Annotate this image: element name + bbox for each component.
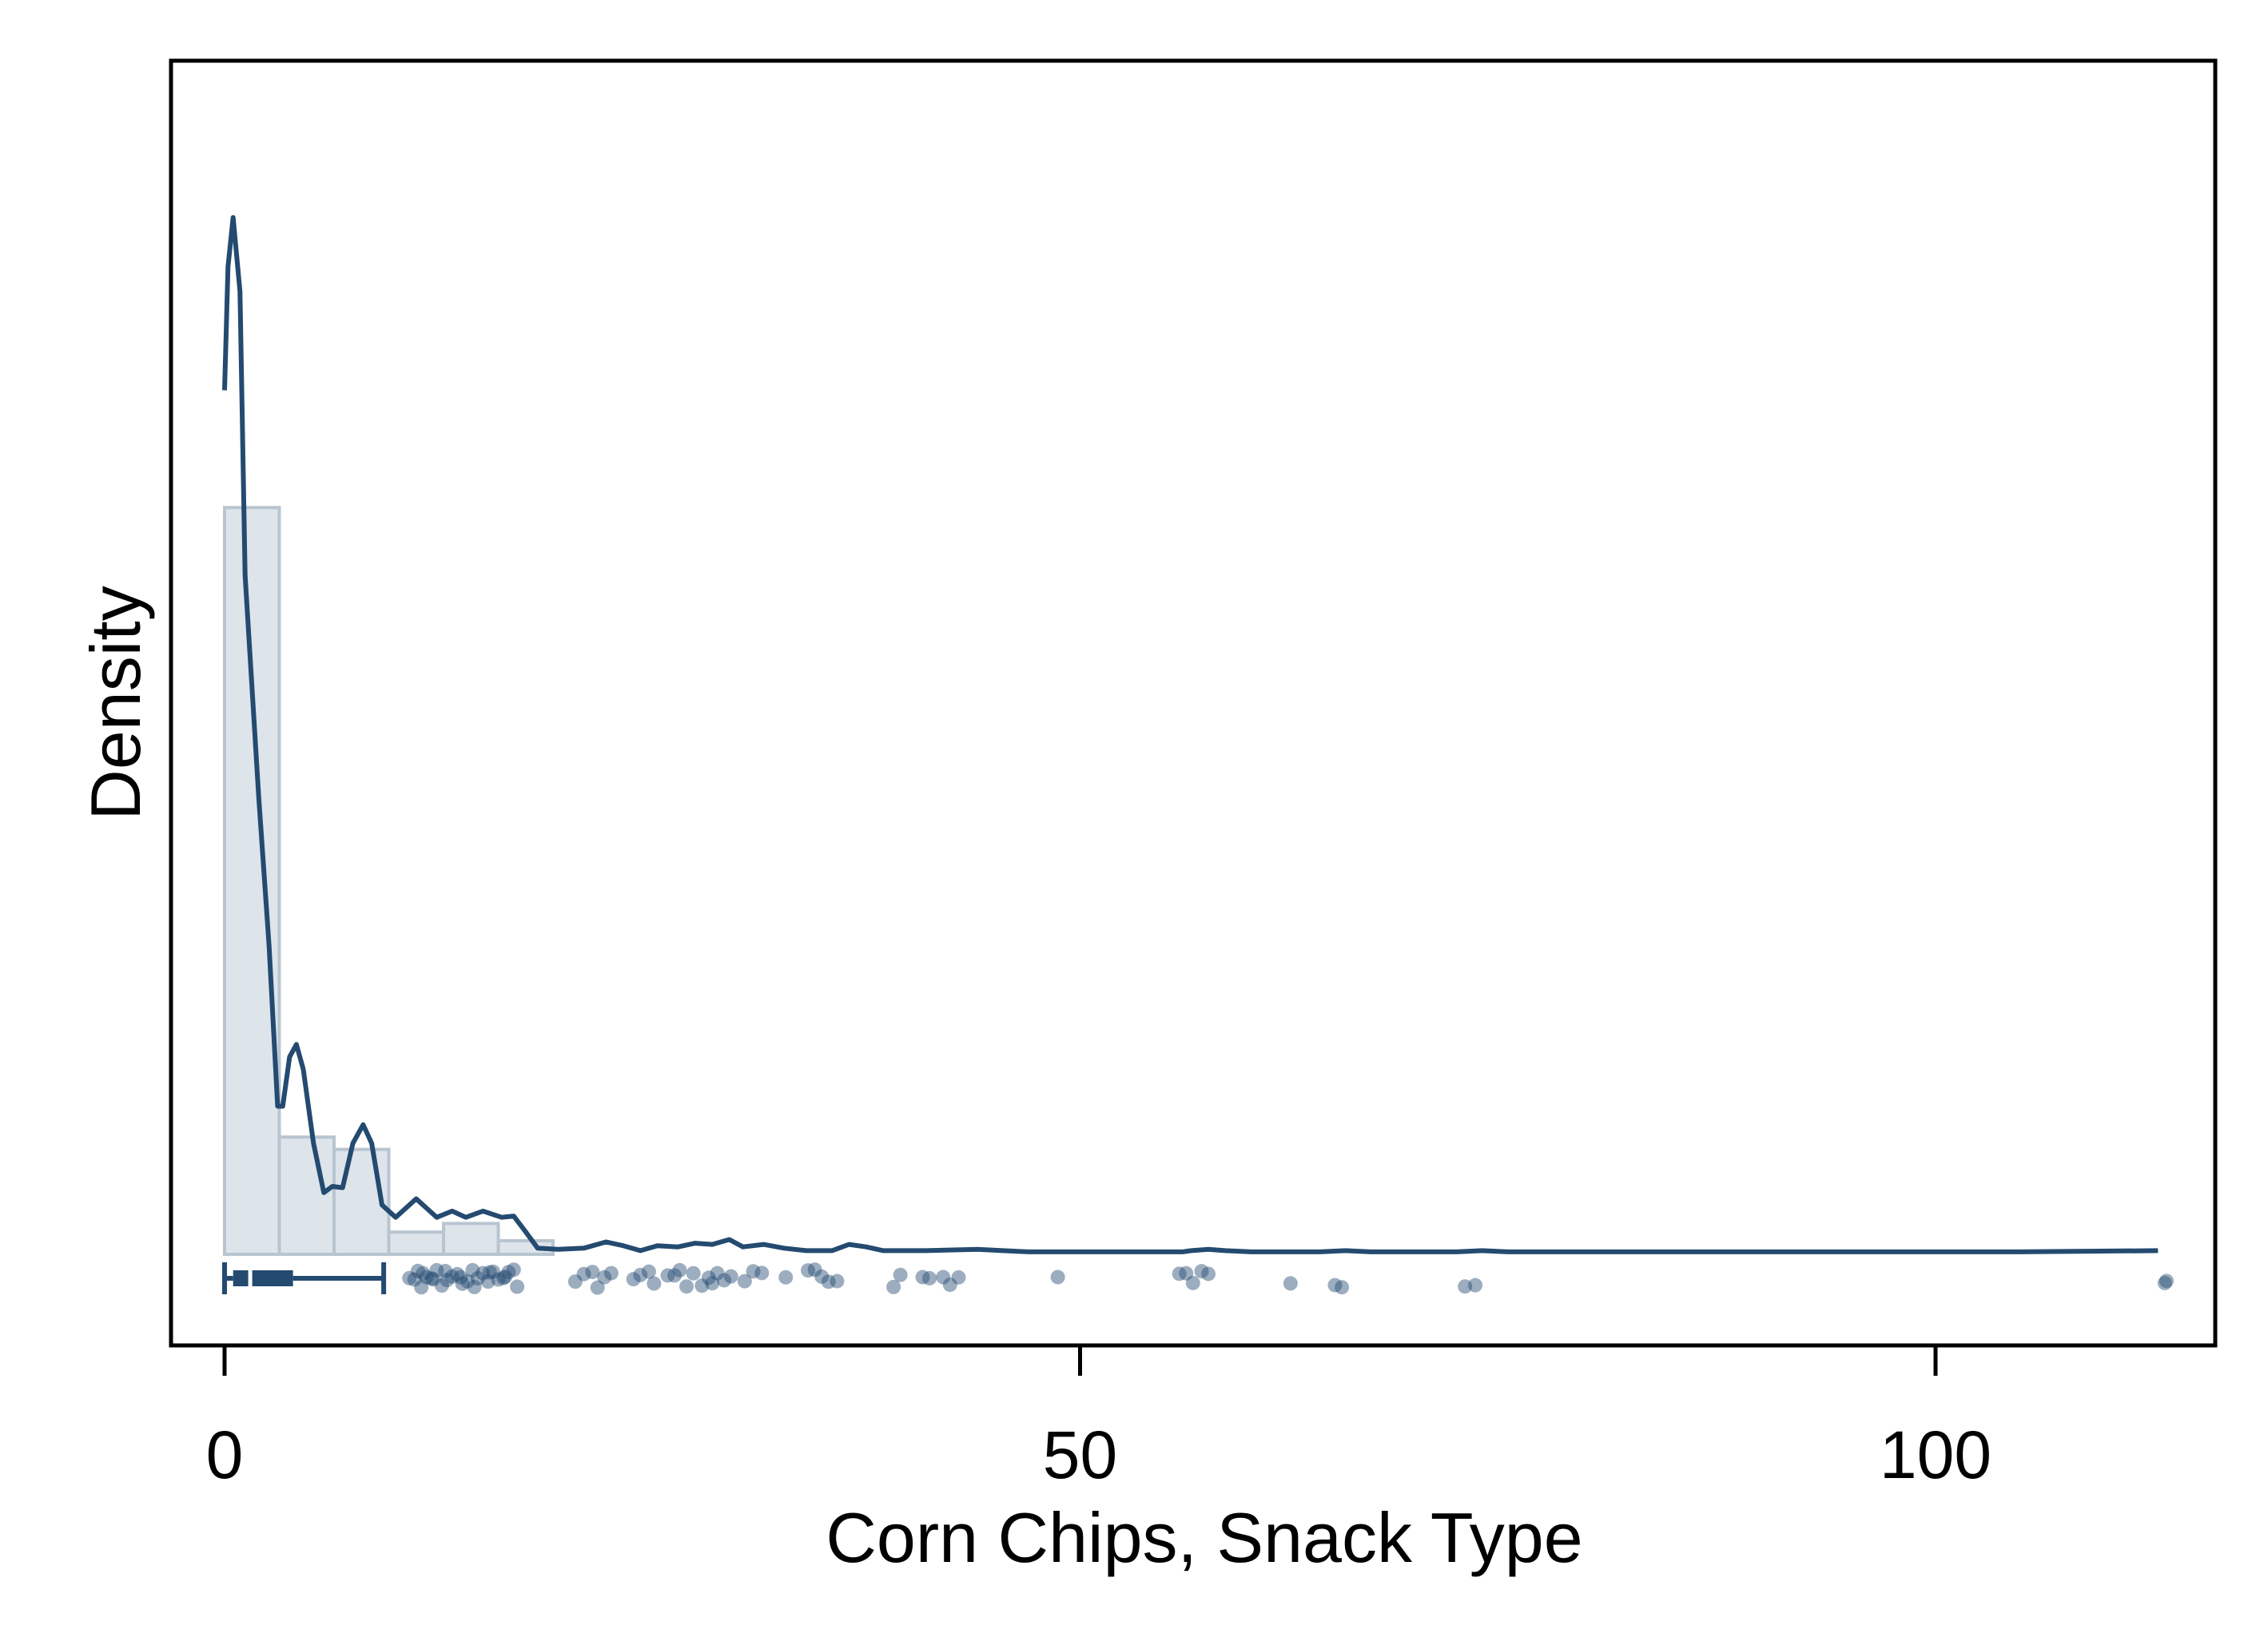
data-point	[495, 1270, 511, 1285]
data-point	[424, 1271, 440, 1286]
plot-frame	[169, 58, 2218, 1348]
data-point	[1468, 1277, 1483, 1293]
data-point	[936, 1270, 951, 1285]
data-point	[453, 1270, 468, 1285]
data-point	[465, 1262, 480, 1277]
data-point	[567, 1274, 583, 1289]
data-point	[686, 1266, 701, 1281]
data-point	[694, 1278, 710, 1293]
data-point	[416, 1266, 431, 1281]
data-point	[1201, 1266, 1216, 1281]
data-point	[660, 1268, 675, 1283]
data-point	[467, 1279, 482, 1294]
data-point	[506, 1262, 521, 1277]
data-point	[440, 1273, 455, 1288]
data-point	[402, 1270, 417, 1285]
data-point	[470, 1270, 485, 1285]
data-point	[585, 1265, 600, 1280]
histogram-bar	[277, 1135, 336, 1256]
data-point	[922, 1270, 937, 1285]
data-point	[754, 1266, 770, 1281]
data-point	[801, 1263, 816, 1278]
data-point	[491, 1272, 506, 1287]
data-point	[480, 1274, 495, 1289]
data-point	[672, 1262, 687, 1277]
data-point	[893, 1267, 908, 1282]
data-point	[498, 1270, 513, 1285]
x-tick-label: 0	[206, 1417, 244, 1492]
data-point	[951, 1270, 966, 1285]
histogram-bar	[223, 506, 281, 1256]
data-point	[915, 1270, 930, 1285]
data-point	[830, 1274, 845, 1289]
data-point	[576, 1266, 591, 1281]
x-tick-label: 100	[1880, 1417, 1991, 1492]
histogram-bar	[387, 1230, 446, 1256]
data-point	[710, 1266, 725, 1281]
data-point	[942, 1277, 957, 1293]
data-point	[455, 1276, 470, 1291]
data-point	[460, 1274, 475, 1289]
data-point	[426, 1272, 441, 1287]
data-point	[482, 1265, 497, 1280]
data-point	[603, 1266, 619, 1281]
data-point	[410, 1263, 425, 1278]
data-point	[1335, 1280, 1350, 1295]
data-point	[1185, 1275, 1200, 1290]
data-point	[475, 1266, 491, 1281]
data-point	[701, 1270, 716, 1285]
data-point	[438, 1263, 453, 1278]
data-point	[590, 1280, 605, 1295]
box-plot	[222, 1262, 387, 1294]
data-point	[667, 1268, 682, 1283]
data-point	[717, 1273, 732, 1288]
data-point	[807, 1262, 822, 1277]
data-point	[626, 1272, 641, 1287]
data-point	[501, 1265, 516, 1280]
data-point	[2157, 1275, 2172, 1290]
data-point	[597, 1270, 612, 1285]
data-point	[1179, 1266, 1194, 1281]
data-point	[407, 1272, 422, 1287]
data-point	[434, 1278, 449, 1293]
data-point	[429, 1262, 444, 1277]
density-curve	[222, 215, 2159, 1254]
data-point	[886, 1279, 901, 1294]
data-point	[1194, 1264, 1209, 1279]
data-point	[1050, 1270, 1065, 1285]
data-point	[414, 1280, 429, 1295]
data-point	[705, 1276, 720, 1291]
data-point	[641, 1264, 656, 1279]
data-point	[778, 1270, 794, 1285]
box-iqr	[233, 1270, 293, 1286]
data-point	[486, 1264, 501, 1279]
data-point	[746, 1264, 761, 1279]
data-point	[821, 1274, 836, 1289]
rug-points	[402, 1262, 2174, 1295]
data-point	[723, 1269, 738, 1284]
data-point	[1172, 1266, 1187, 1281]
data-point	[1283, 1276, 1298, 1291]
data-point	[647, 1276, 662, 1291]
data-point	[1327, 1277, 1343, 1293]
data-point	[737, 1274, 752, 1289]
data-point	[510, 1279, 525, 1294]
x-tick-label: 50	[1043, 1417, 1117, 1492]
data-point	[1458, 1279, 1473, 1294]
histogram-bar	[442, 1222, 500, 1256]
data-point	[450, 1266, 465, 1281]
data-point	[419, 1270, 434, 1285]
x-axis-title: Corn Chips, Snack Type	[826, 1498, 1582, 1577]
data-point	[633, 1267, 648, 1282]
data-point	[679, 1279, 694, 1294]
x-axis-ticks: 0 50 100	[206, 1345, 1991, 1492]
data-point	[444, 1269, 460, 1284]
data-point	[814, 1269, 830, 1284]
data-point	[2159, 1274, 2174, 1289]
y-axis-title: Density	[76, 586, 155, 820]
